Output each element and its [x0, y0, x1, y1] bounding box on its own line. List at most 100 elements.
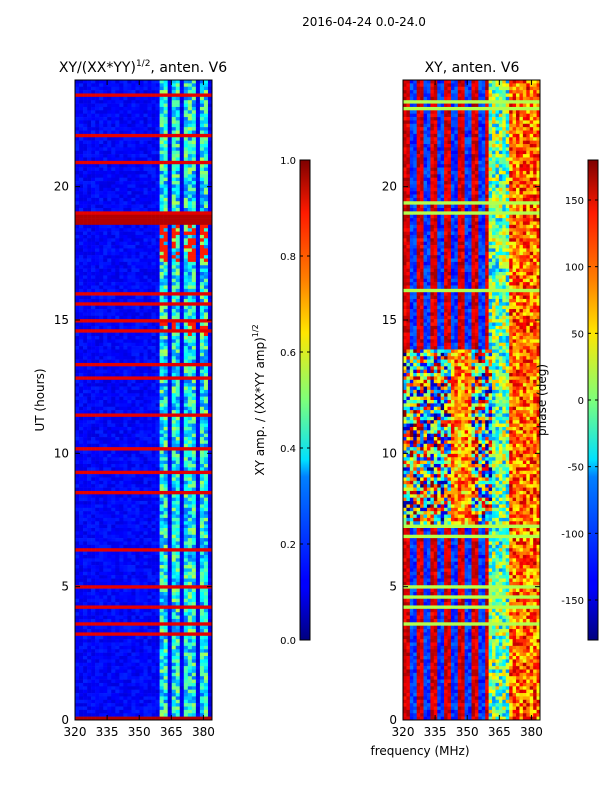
heatmap-cell — [199, 154, 205, 158]
heatmap-cell — [159, 144, 164, 148]
heatmap-cell — [95, 551, 100, 556]
heatmap-cell — [111, 460, 116, 465]
heatmap-cell — [79, 120, 84, 125]
heatmap-cell — [151, 191, 156, 195]
heatmap-cell — [79, 241, 84, 246]
heatmap-cell — [183, 474, 189, 478]
heatmap-cell — [75, 319, 80, 323]
heatmap-cell — [187, 393, 193, 397]
heatmap-cell — [199, 272, 205, 276]
heatmap-cell — [107, 100, 112, 104]
heatmap-cell — [123, 103, 128, 108]
heatmap-cell — [99, 403, 104, 408]
heatmap-cell — [99, 477, 104, 482]
heatmap-cell — [111, 524, 116, 529]
heatmap-cell — [131, 464, 136, 468]
heatmap-cell — [167, 120, 173, 125]
heatmap-cell — [103, 224, 108, 229]
heatmap-cell — [143, 241, 148, 246]
heatmap-cell — [103, 325, 108, 330]
heatmap-cell — [175, 524, 181, 529]
heatmap-cell — [135, 356, 140, 360]
heatmap-cell — [127, 181, 132, 185]
heatmap-cell — [163, 487, 168, 492]
heatmap-cell — [155, 366, 160, 370]
heatmap-cell — [171, 140, 177, 145]
heatmap-cell — [91, 160, 96, 165]
heatmap-cell — [95, 349, 100, 354]
heatmap-cell — [107, 224, 112, 229]
heatmap-cell — [147, 181, 152, 185]
heatmap-cell — [171, 568, 177, 573]
heatmap-cell — [143, 373, 148, 377]
heatmap-cell — [95, 218, 100, 222]
heatmap-cell — [91, 268, 96, 273]
heatmap-cell — [175, 167, 181, 172]
heatmap-cell — [199, 248, 205, 253]
heatmap-cell — [83, 362, 88, 367]
heatmap-cell — [135, 541, 140, 546]
heatmap-cell — [171, 558, 177, 562]
heatmap-cell — [203, 201, 209, 205]
heatmap-cell — [79, 123, 84, 128]
heatmap-cell — [143, 282, 148, 286]
heatmap-cell — [87, 208, 92, 212]
heatmap-cell — [91, 504, 96, 509]
heatmap-cell — [127, 147, 132, 152]
heatmap-cell — [163, 302, 168, 306]
heatmap-cell — [151, 443, 156, 448]
heatmap-cell — [75, 467, 80, 472]
heatmap-cell — [107, 541, 112, 546]
heatmap-cell — [115, 248, 120, 253]
heatmap-cell — [175, 400, 181, 404]
heatmap-cell — [159, 231, 164, 236]
heatmap-cell — [83, 517, 88, 522]
heatmap-cell — [135, 100, 140, 104]
heatmap-cell — [135, 181, 140, 185]
heatmap-cell — [131, 342, 136, 347]
heatmap-cell — [123, 342, 128, 347]
heatmap-cell — [151, 221, 156, 226]
heatmap-cell — [147, 544, 152, 549]
heatmap-cell — [159, 356, 164, 360]
heatmap-cell — [103, 298, 108, 303]
heatmap-cell — [91, 170, 96, 175]
heatmap-cell — [103, 93, 108, 98]
heatmap-cell — [131, 298, 136, 303]
heatmap-cell — [151, 147, 156, 152]
heatmap-cell — [83, 319, 88, 323]
heatmap-cell — [91, 460, 96, 465]
heatmap-cell — [119, 154, 124, 158]
heatmap-cell — [87, 315, 92, 320]
heatmap-cell — [131, 221, 136, 226]
heatmap-cell — [167, 278, 173, 283]
heatmap-cell — [95, 396, 100, 401]
heatmap-cell — [191, 106, 197, 111]
heatmap-cell — [79, 497, 84, 502]
heatmap-cell — [187, 315, 193, 320]
heatmap-cell — [75, 571, 80, 576]
heatmap-cell — [207, 376, 213, 381]
heatmap-cell — [95, 565, 100, 569]
heatmap-cell — [159, 470, 164, 475]
heatmap-cell — [123, 164, 128, 168]
heatmap-cell — [115, 504, 120, 509]
heatmap-cell — [79, 453, 84, 458]
heatmap-cell — [195, 362, 201, 367]
heatmap-cell — [115, 474, 120, 478]
heatmap-cell — [195, 265, 201, 269]
heatmap-cell — [207, 386, 213, 391]
heatmap-cell — [95, 447, 100, 451]
heatmap-cell — [171, 96, 177, 101]
heatmap-cell — [195, 120, 201, 125]
heatmap-cell — [87, 238, 92, 242]
heatmap-cell — [99, 86, 104, 91]
heatmap-cell — [179, 568, 185, 573]
heatmap-cell — [75, 480, 80, 485]
heatmap-cell — [163, 285, 168, 290]
heatmap-cell — [135, 251, 140, 256]
heatmap-cell — [195, 83, 201, 88]
heatmap-cell — [147, 497, 152, 502]
heatmap-cell — [111, 157, 116, 162]
heatmap-cell — [75, 450, 80, 455]
